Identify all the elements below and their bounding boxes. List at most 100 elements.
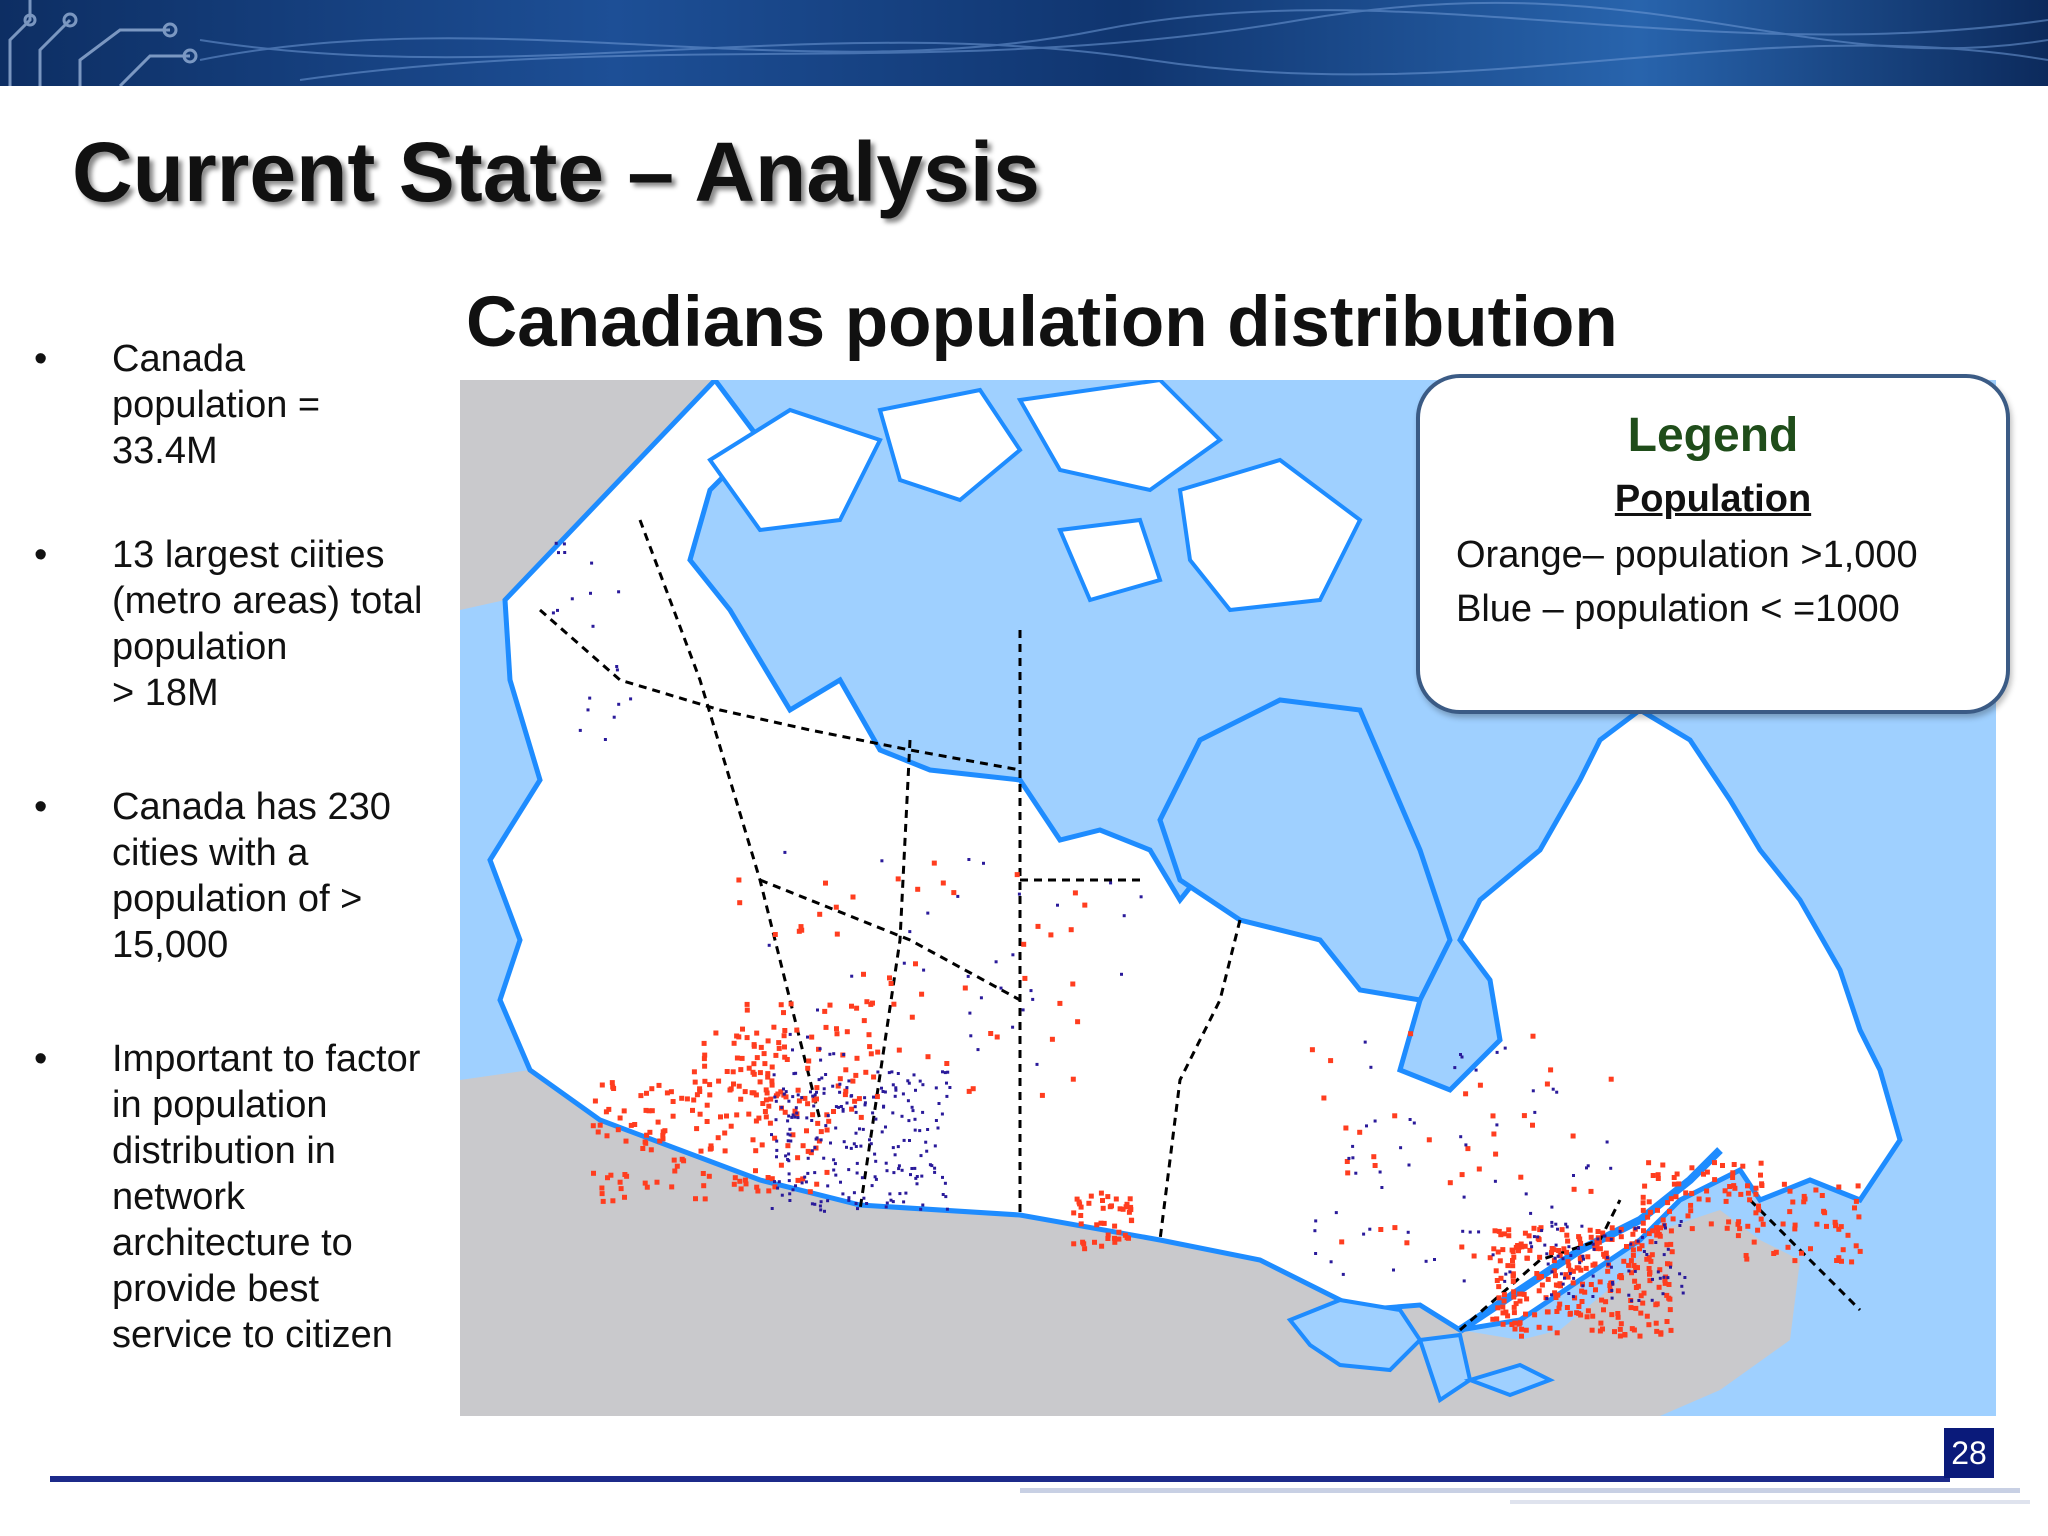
orange-population-dot [762, 1109, 768, 1114]
orange-population-dot [622, 1172, 628, 1177]
orange-population-dot [1735, 1221, 1741, 1227]
orange-population-dot [915, 886, 921, 892]
orange-population-dot [1588, 1282, 1594, 1287]
orange-population-dot [1836, 1226, 1842, 1232]
blue-population-dot [1495, 1123, 1499, 1127]
orange-population-dot [1519, 1333, 1524, 1339]
orange-population-dot [640, 1146, 646, 1151]
blue-population-dot [1630, 1299, 1634, 1303]
blue-population-dot [900, 1114, 904, 1118]
orange-population-dot [1518, 1291, 1524, 1297]
orange-population-dot [1615, 1288, 1621, 1294]
blue-population-dot [900, 1168, 904, 1172]
blue-population-dot [783, 850, 787, 854]
orange-population-dot [694, 1092, 700, 1098]
orange-population-dot [806, 1058, 812, 1064]
orange-population-dot [655, 1119, 661, 1125]
orange-population-dot [1070, 981, 1076, 987]
blue-population-dot [1468, 1230, 1472, 1234]
blue-population-dot [1314, 1219, 1318, 1223]
orange-population-dot [1626, 1262, 1632, 1268]
blue-population-dot [1553, 1256, 1557, 1260]
orange-population-dot [753, 1168, 758, 1174]
orange-population-dot [1563, 1272, 1569, 1278]
orange-population-dot [988, 1031, 994, 1036]
orange-population-dot [824, 1127, 830, 1133]
blue-population-dot [1011, 953, 1015, 957]
blue-population-dot [815, 1090, 818, 1094]
orange-population-dot [1039, 1092, 1045, 1098]
orange-population-dot [782, 1044, 787, 1050]
blue-population-dot [818, 1047, 822, 1051]
blue-population-dot [855, 1161, 859, 1165]
blue-population-dot [944, 1195, 948, 1199]
blue-population-dot [945, 1094, 949, 1098]
orange-population-dot [1834, 1258, 1840, 1263]
blue-population-dot [1572, 1174, 1575, 1177]
orange-population-dot [1579, 1299, 1585, 1304]
orange-population-dot [670, 1099, 676, 1104]
blue-population-dot [816, 1008, 819, 1012]
orange-population-dot [1576, 1310, 1582, 1316]
orange-population-dot [1745, 1183, 1750, 1189]
blue-population-dot [847, 1196, 851, 1200]
blue-population-dot [1474, 1068, 1478, 1072]
blue-population-dot [841, 1192, 845, 1196]
orange-population-dot [1780, 1221, 1786, 1227]
orange-population-dot [1654, 1225, 1660, 1231]
orange-population-dot [1565, 1259, 1571, 1265]
orange-population-dot [1708, 1221, 1714, 1227]
orange-population-dot [970, 1086, 976, 1092]
orange-population-dot [1822, 1210, 1828, 1216]
orange-population-dot [796, 1098, 802, 1104]
orange-population-dot [760, 1101, 766, 1106]
blue-population-dot [1554, 1243, 1558, 1247]
blue-population-dot [881, 1090, 885, 1093]
blue-population-dot [603, 738, 607, 741]
orange-population-dot [1123, 1204, 1129, 1210]
orange-population-dot [1556, 1248, 1562, 1253]
bullet-item: • Canada has 230 cities with a populatio… [28, 784, 468, 968]
blue-population-dot [904, 1191, 908, 1195]
orange-population-dot [1745, 1223, 1751, 1229]
blue-population-dot [1658, 1276, 1662, 1280]
orange-population-dot [759, 1142, 765, 1148]
blue-population-dot [822, 1087, 826, 1091]
blue-population-dot [817, 1078, 821, 1082]
orange-population-dot [1500, 1321, 1506, 1327]
orange-population-dot [1704, 1188, 1710, 1194]
orange-population-dot [1506, 1227, 1512, 1233]
blue-population-dot [1678, 1224, 1682, 1227]
orange-population-dot [701, 1040, 707, 1046]
orange-population-dot [1599, 1297, 1605, 1303]
orange-population-dot [1662, 1277, 1668, 1283]
orange-population-dot [1512, 1326, 1518, 1332]
orange-population-dot [1113, 1196, 1119, 1202]
orange-population-dot [1534, 1271, 1540, 1276]
blue-population-dot [812, 1104, 816, 1108]
orange-population-dot [805, 1148, 811, 1154]
orange-population-dot [944, 1061, 950, 1066]
blue-population-dot [1629, 1242, 1633, 1246]
orange-population-dot [1670, 1216, 1676, 1222]
blue-population-dot [803, 1175, 807, 1179]
orange-population-dot [1673, 1194, 1679, 1200]
orange-population-dot [1726, 1219, 1732, 1225]
orange-population-dot [875, 1049, 881, 1055]
footer-rule [50, 1476, 1950, 1482]
blue-population-dot [1543, 1243, 1547, 1247]
orange-population-dot [1112, 1223, 1118, 1229]
orange-population-dot [1526, 1233, 1532, 1239]
blue-population-dot [982, 861, 985, 865]
blue-population-dot [819, 1208, 823, 1212]
orange-population-dot [701, 1183, 707, 1189]
orange-population-dot [1701, 1171, 1706, 1177]
blue-population-dot [837, 1105, 840, 1109]
blue-population-dot [772, 1073, 776, 1077]
orange-population-dot [722, 1130, 728, 1136]
blue-population-dot [869, 1142, 873, 1146]
blue-population-dot [847, 1198, 851, 1202]
bullet-line: cities with a [112, 832, 309, 874]
orange-population-dot [1726, 1191, 1732, 1197]
blue-population-dot [1556, 1227, 1559, 1231]
